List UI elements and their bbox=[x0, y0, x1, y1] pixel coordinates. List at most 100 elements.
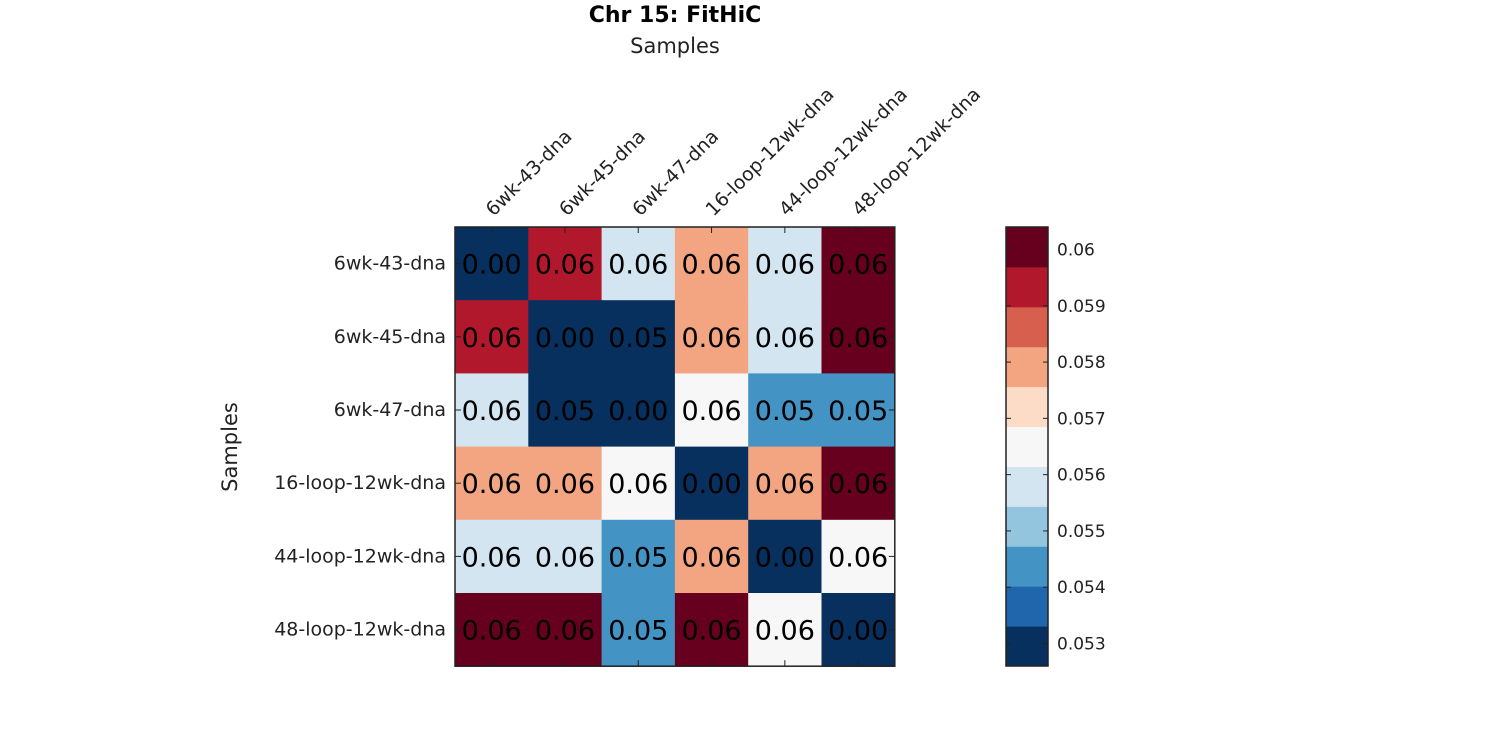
heatmap-cell bbox=[528, 446, 603, 521]
colorbar: 0.053 0.054 0.055 0.056 0.057 0.058 0.059 0.06 bbox=[1005, 226, 1106, 667]
cell-value-label: 0.05 bbox=[828, 396, 888, 427]
cell-value-label: 0.06 bbox=[828, 250, 888, 281]
heatmap-cell bbox=[455, 446, 529, 521]
cell-value-label: 0.06 bbox=[681, 323, 741, 354]
colorbar-tick-label: 0.056 bbox=[1057, 466, 1106, 486]
heatmap-cell bbox=[748, 593, 822, 667]
cell-value-label: 0.06 bbox=[535, 469, 595, 500]
cell-value-label: 0.05 bbox=[608, 542, 668, 573]
colorbar-tick-label: 0.06 bbox=[1057, 241, 1095, 261]
colorbar-swatch bbox=[1006, 386, 1048, 428]
colorbar-swatch bbox=[1006, 306, 1048, 348]
heatmap-frame bbox=[454, 226, 896, 667]
cell-value-label: 0.06 bbox=[755, 469, 815, 500]
cell-value-label: 0.06 bbox=[681, 250, 741, 281]
heatmap-cell bbox=[674, 446, 749, 521]
cell-value-label: 0.00 bbox=[828, 616, 888, 647]
colorbar-swatch bbox=[1006, 346, 1048, 388]
heatmap-cell bbox=[748, 300, 822, 374]
colorbar-swatch bbox=[1006, 506, 1048, 547]
heatmap-cell bbox=[821, 373, 896, 448]
colorbar-tick-label: 0.054 bbox=[1057, 578, 1106, 598]
colorbar-tick-label: 0.059 bbox=[1057, 297, 1106, 317]
cell-value-label: 0.00 bbox=[755, 542, 815, 573]
colorbar-swatch bbox=[1006, 586, 1048, 627]
x-tick-labels: 6wk-43-dna6wk-45-dna6wk-47-dna16-loop-12… bbox=[482, 83, 986, 220]
cell-value-label: 0.06 bbox=[462, 323, 522, 354]
heatmap-cell bbox=[748, 227, 822, 301]
cell-value-label: 0.05 bbox=[608, 323, 668, 354]
y-tick-labels: 6wk-43-dna 6wk-45-dna 6wk-47-dna 16-loop-12… bbox=[274, 253, 446, 641]
cell-value-label: 0.00 bbox=[462, 250, 522, 281]
colorbar-swatch bbox=[1006, 466, 1048, 507]
heatmap-cell bbox=[821, 446, 896, 521]
colorbar-swatch bbox=[1006, 626, 1048, 667]
heatmap-cell bbox=[674, 227, 749, 301]
cell-value-label: 0.05 bbox=[755, 396, 815, 427]
heatmap-cell-labels: 0.00 0.06 0.06 0.06 0.06 0.06 0.06 0.00 0.05 0.06… bbox=[462, 250, 889, 647]
cell-value-label: 0.06 bbox=[828, 542, 888, 573]
heatmap-cell bbox=[821, 519, 896, 594]
heatmap-cell bbox=[601, 373, 676, 448]
heatmap-cell bbox=[455, 300, 529, 374]
colorbar-swatch bbox=[1006, 227, 1048, 268]
heatmap-cell bbox=[674, 593, 749, 667]
colorbar-tick-label: 0.057 bbox=[1057, 409, 1106, 429]
y-tick-label: 6wk-45-dna bbox=[334, 326, 446, 348]
heatmap-cell bbox=[601, 593, 676, 667]
cell-value-label: 0.06 bbox=[828, 323, 888, 354]
heatmap-cell bbox=[674, 300, 749, 374]
x-tick-label: 16-loop-12wk-dna bbox=[702, 83, 839, 220]
cell-value-label: 0.06 bbox=[535, 542, 595, 573]
cell-value-label: 0.06 bbox=[608, 469, 668, 500]
cell-value-label: 0.00 bbox=[535, 323, 595, 354]
cell-value-label: 0.06 bbox=[462, 616, 522, 647]
heatmap-cell bbox=[601, 227, 676, 301]
heatmap-cell bbox=[601, 300, 676, 374]
colorbar-frame bbox=[1005, 226, 1049, 667]
heatmap-cell bbox=[528, 373, 603, 448]
x-axis-label: Samples bbox=[630, 34, 720, 58]
heatmap-cell bbox=[455, 593, 529, 667]
colorbar-swatch bbox=[1006, 266, 1048, 308]
cell-value-label: 0.05 bbox=[535, 396, 595, 427]
cell-value-label: 0.06 bbox=[462, 542, 522, 573]
heatmap-cell bbox=[528, 300, 603, 374]
heatmap-cell bbox=[455, 519, 529, 594]
colorbar-tick-label: 0.053 bbox=[1057, 634, 1106, 654]
heatmap-cell bbox=[455, 373, 529, 448]
y-tick-label: 48-loop-12wk-dna bbox=[274, 619, 446, 641]
cell-value-label: 0.06 bbox=[462, 396, 522, 427]
heatmap-cells bbox=[454, 226, 896, 667]
colorbar-swatch bbox=[1006, 546, 1048, 587]
heatmap-cell bbox=[821, 227, 896, 301]
cell-value-label: 0.06 bbox=[681, 616, 741, 647]
heatmap-cell bbox=[748, 446, 822, 521]
x-tick-label: 44-loop-12wk-dna bbox=[775, 83, 912, 220]
y-axis-label: Samples bbox=[218, 402, 242, 492]
cell-value-label: 0.05 bbox=[608, 616, 668, 647]
x-tick-label: 48-loop-12wk-dna bbox=[848, 83, 985, 220]
heatmap-cell bbox=[748, 373, 822, 448]
cell-value-label: 0.00 bbox=[681, 469, 741, 500]
heatmap-cell bbox=[528, 227, 603, 301]
heatmap-cell bbox=[528, 519, 603, 594]
heatmap-cell bbox=[601, 519, 676, 594]
colorbar-swatch bbox=[1006, 426, 1048, 467]
chart-title: Chr 15: FitHiC bbox=[589, 3, 762, 28]
cell-value-label: 0.06 bbox=[462, 469, 522, 500]
cell-value-label: 0.06 bbox=[535, 616, 595, 647]
y-tick-label: 44-loop-12wk-dna bbox=[274, 545, 446, 567]
cell-value-label: 0.06 bbox=[608, 250, 668, 281]
cell-value-label: 0.06 bbox=[681, 542, 741, 573]
colorbar-tick-label: 0.055 bbox=[1057, 522, 1106, 542]
heatmap-cell bbox=[821, 593, 896, 667]
heatmap-cell bbox=[674, 519, 749, 594]
cell-value-label: 0.06 bbox=[681, 396, 741, 427]
colorbar-tick-label: 0.058 bbox=[1057, 353, 1106, 373]
cell-value-label: 0.06 bbox=[755, 323, 815, 354]
heatmap-cell bbox=[748, 519, 822, 594]
heatmap-cell bbox=[455, 227, 529, 301]
heatmap-cell bbox=[601, 446, 676, 521]
